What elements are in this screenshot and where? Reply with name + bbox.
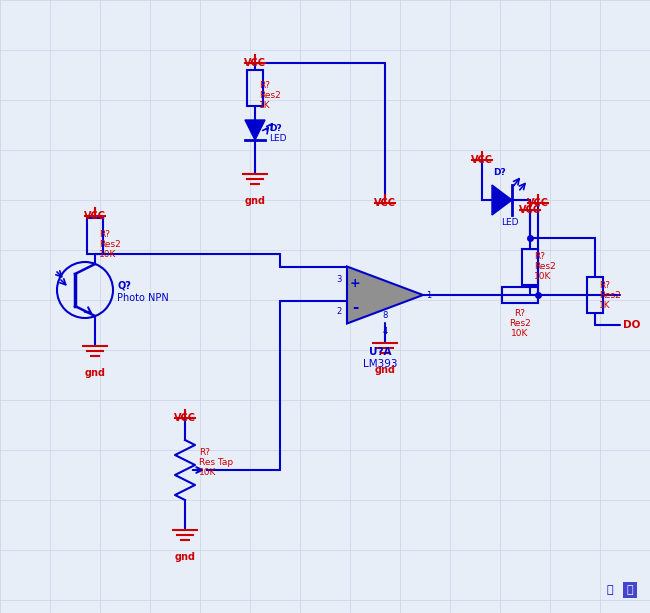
Text: 10K: 10K [512,329,528,338]
Text: DO: DO [623,320,640,330]
Text: VCC: VCC [244,58,266,68]
Text: Res2: Res2 [99,240,121,248]
Text: -: - [352,300,358,314]
Text: 1K: 1K [599,300,610,310]
Text: 4: 4 [382,327,387,335]
Text: Res2: Res2 [534,262,556,271]
Text: D?: D? [493,167,506,177]
Text: 英: 英 [627,585,633,595]
Text: LM393: LM393 [363,359,397,369]
Bar [587,277,603,313]
Text: 8: 8 [382,311,387,320]
Text: Res2: Res2 [259,91,281,99]
Text: gnd: gnd [244,196,265,206]
Text: VCC: VCC [519,205,541,215]
Text: VCC: VCC [527,198,549,208]
Text: 1K: 1K [259,101,270,110]
Text: R?: R? [99,229,110,238]
Text: 🔲: 🔲 [606,585,614,595]
Text: 10K: 10K [534,272,551,281]
Text: gnd: gnd [374,365,395,375]
Text: R?: R? [259,80,270,89]
Polygon shape [492,185,512,215]
Text: gnd: gnd [174,552,196,562]
Text: R?: R? [599,281,610,289]
Text: VCC: VCC [84,211,106,221]
Text: +: + [350,276,360,289]
Text: 1: 1 [426,291,431,300]
Text: VCC: VCC [471,155,493,165]
Text: gnd: gnd [84,368,105,378]
Text: Q?: Q? [117,280,131,290]
Text: D?: D? [269,123,281,132]
Bar [502,287,538,303]
Text: Photo NPN: Photo NPN [117,293,169,303]
Polygon shape [347,267,423,324]
Text: Res2: Res2 [509,319,531,328]
Bar [87,218,103,254]
Text: 10K: 10K [199,468,216,476]
Text: R?: R? [515,309,525,318]
Text: R?: R? [199,447,210,457]
Bar [522,248,538,284]
Text: VCC: VCC [174,413,196,423]
Text: Res2: Res2 [599,291,621,300]
Text: VCC: VCC [374,198,396,208]
Text: 3: 3 [337,275,342,283]
Text: U?A: U?A [369,347,391,357]
Text: LED: LED [501,218,519,226]
Text: Res Tap: Res Tap [199,457,233,466]
Text: 10K: 10K [99,249,116,259]
Bar [247,70,263,106]
Polygon shape [245,120,265,140]
Text: LED: LED [269,134,287,142]
Text: R?: R? [534,252,545,261]
Text: 2: 2 [337,306,342,316]
